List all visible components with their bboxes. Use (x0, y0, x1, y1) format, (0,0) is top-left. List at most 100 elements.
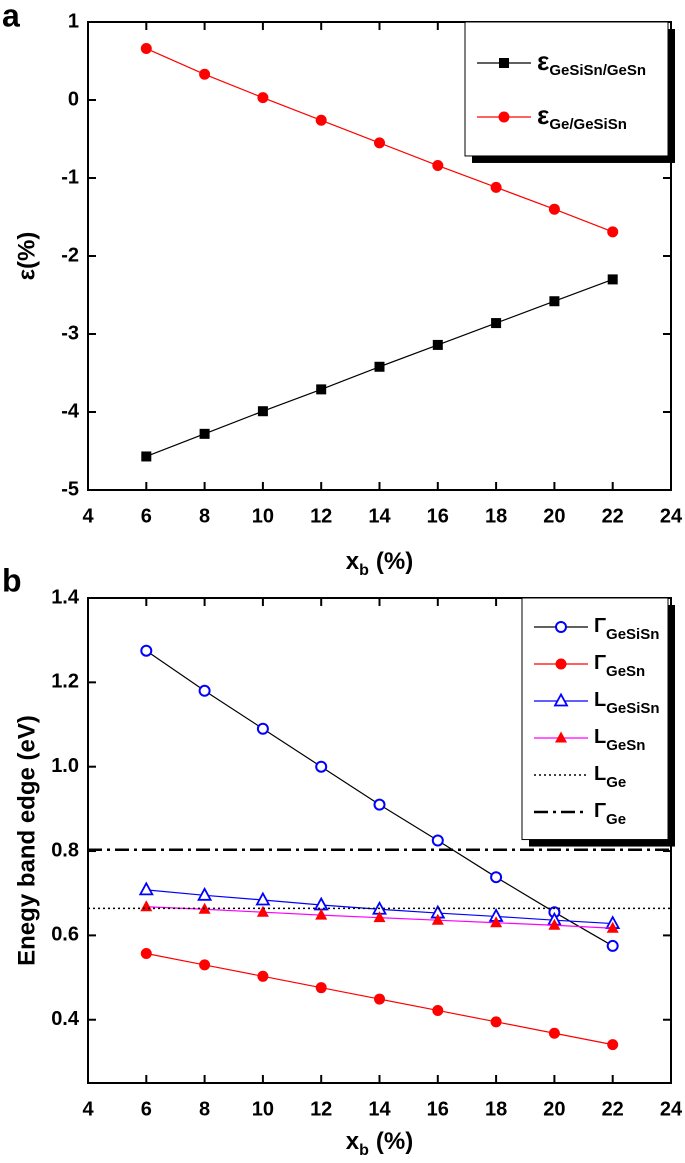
marker (431, 834, 444, 847)
text-part: Γ (594, 800, 606, 822)
legend-entry: ΓGe (594, 800, 626, 828)
marker (198, 684, 211, 697)
marker (431, 913, 444, 925)
text-part: L (594, 763, 606, 785)
x-tick-label: 22 (602, 1098, 624, 1120)
marker (255, 891, 271, 906)
text-part: Γ (594, 652, 606, 674)
x-tick-label: 8 (199, 505, 210, 527)
marker (432, 1004, 444, 1016)
x-tick-label: 24 (660, 505, 683, 527)
x-tick-label: 20 (543, 505, 565, 527)
x-axis-label: xb (%) (346, 1128, 413, 1159)
text-part: L (594, 689, 606, 711)
marker (374, 137, 385, 149)
x-tick-label: 14 (368, 1098, 391, 1120)
marker (316, 384, 327, 395)
x-tick-label: 12 (310, 1098, 332, 1120)
text-part: x (346, 1128, 360, 1155)
legend-marker (555, 658, 567, 670)
text-part: ε (537, 100, 549, 130)
legend-marker (498, 111, 510, 123)
x-tick-label: 12 (310, 505, 332, 527)
marker (606, 921, 619, 933)
marker (315, 760, 328, 773)
marker (257, 406, 268, 417)
text-part: x (346, 548, 360, 575)
x-tick-label: 16 (427, 505, 449, 527)
marker (140, 43, 152, 55)
legend-entry: εGeSiSn/GeSn (537, 46, 646, 79)
subscript: b (359, 1142, 369, 1159)
marker (432, 160, 444, 172)
legend-marker (553, 692, 569, 707)
marker (373, 798, 386, 811)
panel-label: b (2, 562, 22, 598)
subscript: Ge (606, 811, 626, 828)
marker (140, 948, 152, 960)
y-tick-label: 1 (68, 10, 79, 32)
marker (373, 911, 386, 923)
subscript: Ge (606, 774, 626, 791)
subscript: GeSiSn (606, 626, 659, 643)
x-tick-label: 10 (252, 1098, 274, 1120)
legend-entry: LGeSiSn (594, 689, 660, 717)
marker (257, 92, 269, 104)
text-part: (%) (376, 1128, 413, 1155)
legend-entry: LGeSn (594, 726, 645, 754)
legend-entry: LGe (594, 763, 626, 791)
marker (607, 1039, 619, 1051)
y-tick-label: -5 (61, 478, 79, 500)
x-axis-label: xb (%) (346, 548, 413, 579)
y-tick-label: 0.8 (51, 839, 79, 861)
y-tick-label: -3 (61, 322, 79, 344)
x-tick-label: 6 (141, 1098, 152, 1120)
legend-entry: εGe/GeSiSn (537, 100, 627, 133)
y-tick-label: 0 (68, 88, 79, 110)
marker (549, 296, 560, 307)
marker (548, 203, 560, 215)
marker (548, 918, 561, 930)
marker (374, 361, 385, 372)
marker (491, 318, 502, 329)
y-axis-label: ε(%) (13, 232, 40, 281)
legend-box (464, 21, 669, 157)
legend-box (521, 597, 669, 841)
y-tick-label: 1.2 (51, 671, 79, 693)
marker (138, 881, 154, 896)
marker (140, 900, 153, 912)
marker (606, 939, 619, 952)
y-tick-label: -4 (61, 400, 80, 422)
legend-entry: ΓGeSiSn (594, 615, 659, 643)
y-axis-label: Enegy band edge (eV) (13, 715, 40, 966)
text-part: ε (537, 46, 549, 76)
x-tick-label: 4 (82, 505, 94, 527)
marker (374, 993, 385, 1005)
legend-marker (499, 58, 509, 68)
marker (141, 451, 152, 462)
marker (140, 644, 153, 657)
subscript: GeSiSn (606, 700, 659, 717)
marker (490, 1016, 502, 1028)
marker (313, 896, 329, 911)
marker (197, 886, 213, 901)
subscript: b (359, 562, 369, 579)
legend-marker (555, 621, 567, 633)
marker (315, 908, 328, 920)
subscript: GeSiSn/GeSn (549, 62, 646, 79)
y-tick-label: 1.0 (51, 755, 79, 777)
subscript: GeSn (606, 737, 645, 754)
text-part: (%) (376, 548, 413, 575)
y-tick-label: 0.6 (51, 924, 79, 946)
panel-label: a (2, 0, 20, 33)
x-tick-label: 20 (543, 1098, 565, 1120)
y-tick-label: 0.4 (51, 1008, 80, 1030)
text-part: L (594, 726, 606, 748)
y-tick-label: 1.4 (51, 586, 80, 608)
subscript: Ge/GeSiSn (549, 116, 627, 133)
text-part: Γ (594, 615, 606, 637)
marker (199, 68, 211, 80)
marker (490, 871, 503, 884)
marker (199, 959, 211, 971)
